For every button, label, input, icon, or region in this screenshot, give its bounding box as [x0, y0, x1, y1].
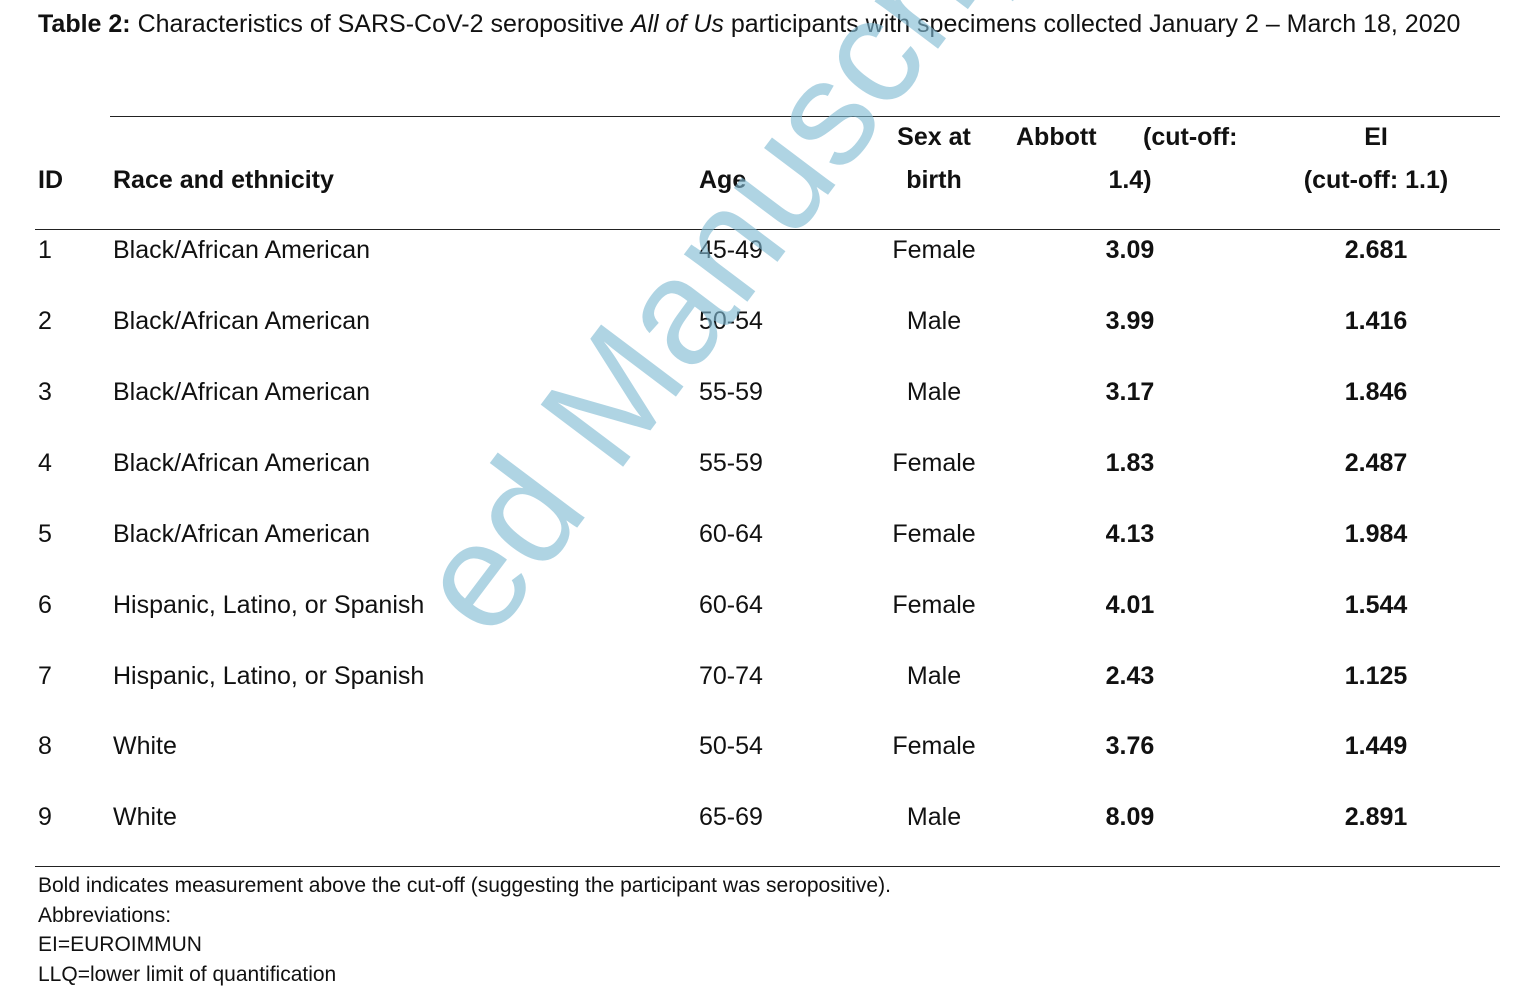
header-ei-line1: EI [1364, 123, 1388, 151]
cell-abbott: 3.17 [1105, 378, 1155, 406]
bottom-rule [35, 866, 1500, 867]
cell-sex: Male [906, 662, 962, 690]
cell-abbott: 3.99 [1105, 307, 1155, 335]
header-id: ID [38, 166, 63, 194]
cell-sex: Female [892, 236, 976, 264]
cell-age: 65-69 [699, 803, 763, 831]
header-race: Race and ethnicity [113, 166, 334, 194]
cell-id: 2 [38, 307, 52, 335]
cell-ei: 2.681 [1344, 236, 1408, 264]
cell-ei: 1.125 [1344, 662, 1408, 690]
cell-race: Black/African American [113, 307, 371, 335]
cell-age: 45-49 [699, 236, 763, 264]
cell-abbott: 4.01 [1105, 591, 1155, 619]
header-ei-line2: (cut-off: 1.1) [1303, 166, 1449, 194]
cell-ei: 2.487 [1344, 449, 1408, 477]
caption-label: Table 2: [38, 10, 131, 38]
cell-sex: Male [906, 307, 962, 335]
cell-sex: Male [906, 803, 962, 831]
caption-italic: All of Us [630, 10, 724, 38]
cell-race: White [113, 732, 177, 760]
header-sex-line1: Sex at [897, 123, 971, 151]
footnote-bold-legend: Bold indicates measurement above the cut… [38, 874, 891, 897]
cell-ei: 1.449 [1344, 732, 1408, 760]
cell-abbott: 8.09 [1105, 803, 1155, 831]
cell-id: 5 [38, 520, 52, 548]
cell-ei: 1.416 [1344, 307, 1408, 335]
cell-age: 55-59 [699, 378, 763, 406]
table-caption: Table 2: Characteristics of SARS-CoV-2 s… [38, 2, 1508, 46]
cell-id: 6 [38, 591, 52, 619]
cell-id: 4 [38, 449, 52, 477]
header-abbott-line2: 1.4) [1108, 166, 1152, 194]
cell-race: Black/African American [113, 236, 371, 264]
header-rule [35, 229, 1500, 230]
cell-id: 3 [38, 378, 52, 406]
top-rule [110, 116, 1500, 117]
cell-ei: 1.984 [1344, 520, 1408, 548]
cell-race: Black/African American [113, 449, 371, 477]
cell-abbott: 3.09 [1105, 236, 1155, 264]
footnote-abbreviations-heading: Abbreviations: [38, 903, 172, 927]
cell-id: 8 [38, 732, 52, 760]
cell-age: 50-54 [699, 732, 763, 760]
cell-sex: Female [892, 732, 976, 760]
cell-ei: 1.544 [1344, 591, 1408, 619]
footnote-llq-abbreviation: LLQ=lower limit of quantification [38, 962, 337, 986]
cell-abbott: 1.83 [1105, 449, 1155, 477]
header-sex-line2: birth [906, 166, 962, 194]
cell-ei: 1.846 [1344, 378, 1408, 406]
cell-abbott: 4.13 [1105, 520, 1155, 548]
caption-text-after: participants with specimens collected Ja… [723, 10, 1461, 38]
cell-abbott: 3.76 [1105, 732, 1155, 760]
cell-race: Black/African American [113, 378, 371, 406]
cell-id: 1 [38, 236, 52, 264]
table-footnotes: Bold indicates measurement above the cut… [38, 871, 891, 989]
cell-sex: Male [906, 378, 962, 406]
cell-id: 7 [38, 662, 52, 690]
cell-id: 9 [38, 803, 52, 831]
header-abbott-line1a: Abbott [1016, 123, 1097, 151]
caption-text-before: Characteristics of SARS-CoV-2 seropositi… [130, 10, 631, 38]
cell-race: Hispanic, Latino, or Spanish [113, 662, 425, 690]
header-abbott-line1b: (cut-off: [1143, 123, 1238, 151]
cell-age: 60-64 [699, 520, 763, 548]
cell-age: 55-59 [699, 449, 763, 477]
cell-age: 70-74 [699, 662, 763, 690]
cell-race: Hispanic, Latino, or Spanish [113, 591, 425, 619]
cell-sex: Female [892, 591, 976, 619]
cell-race: Black/African American [113, 520, 371, 548]
cell-ei: 2.891 [1344, 803, 1408, 831]
footnote-ei-abbreviation: EI=EUROIMMUN [38, 933, 202, 956]
cell-race: White [113, 803, 177, 831]
cell-sex: Female [892, 520, 976, 548]
header-age: Age [699, 166, 747, 194]
cell-age: 50-54 [699, 307, 763, 335]
cell-sex: Female [892, 449, 976, 477]
cell-age: 60-64 [699, 591, 763, 619]
cell-abbott: 2.43 [1105, 662, 1155, 690]
